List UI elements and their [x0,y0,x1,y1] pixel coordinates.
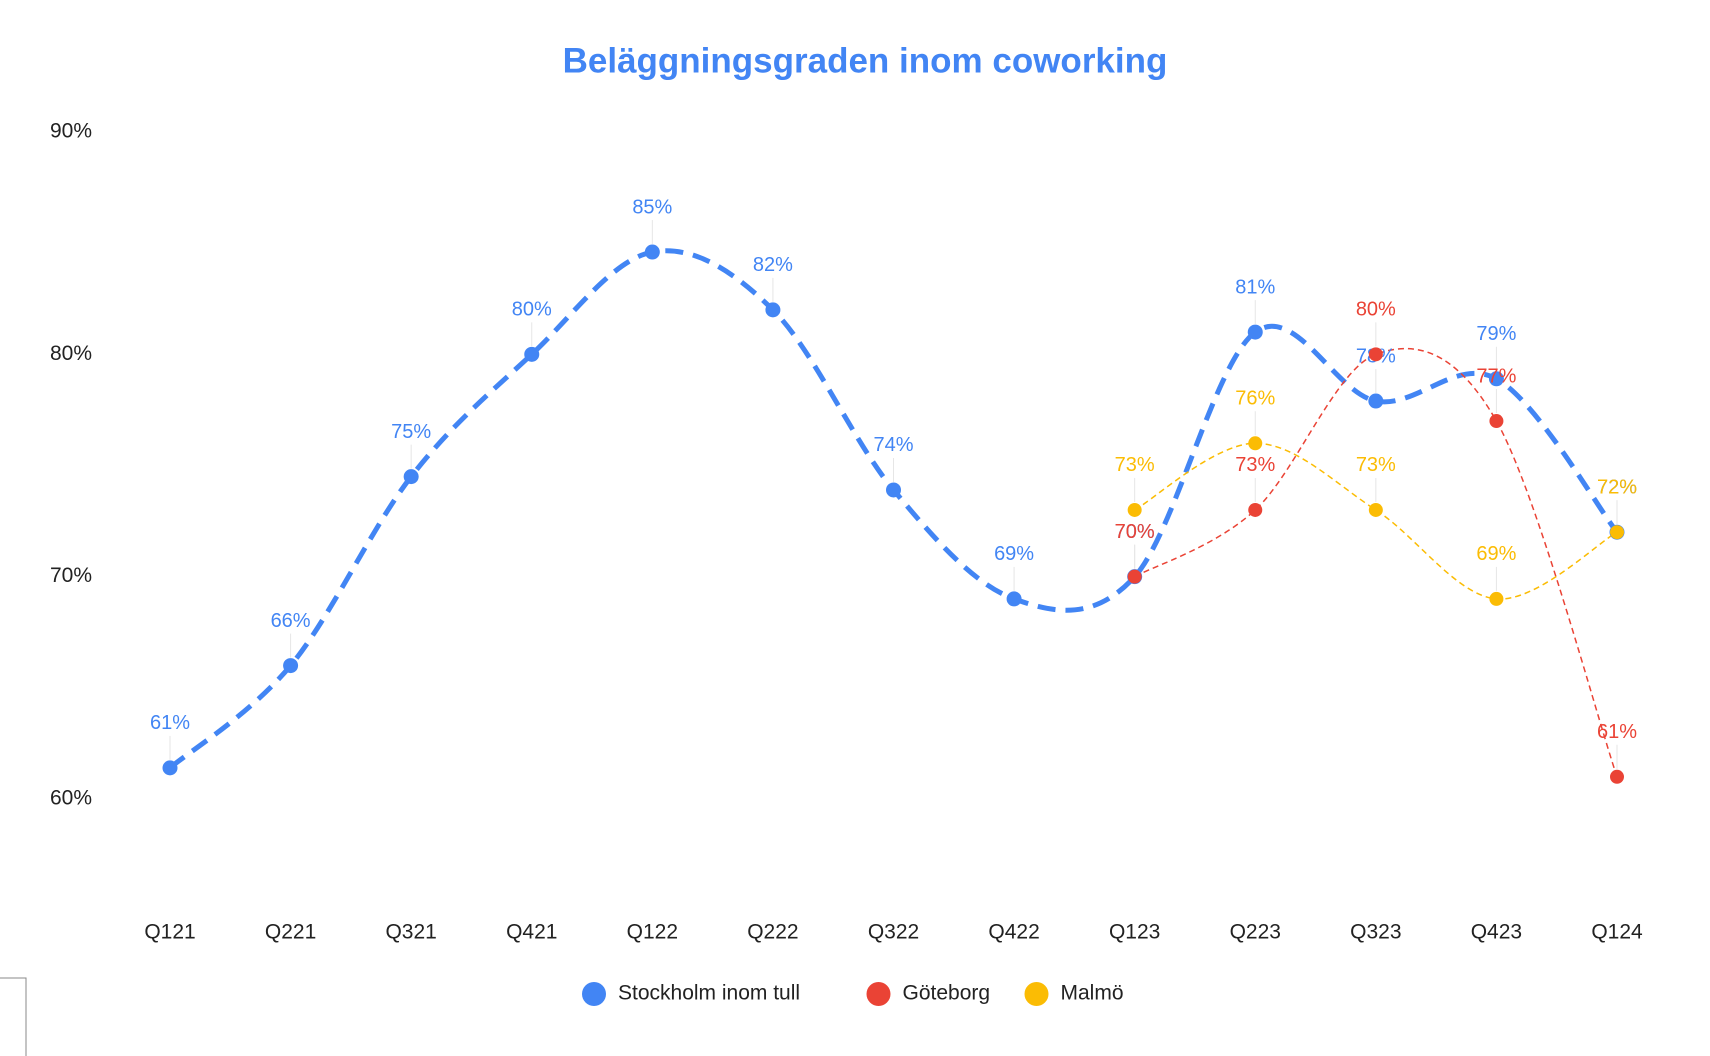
x-tick-label: Q323 [1350,921,1401,944]
y-tick-label: 70% [50,564,92,587]
x-tick-label: Q421 [506,921,557,944]
legend-marker [1024,982,1049,1006]
data-label: 82% [753,254,793,276]
point [1489,414,1504,429]
point [1488,371,1504,387]
x-tick-label: Q223 [1230,921,1281,944]
point [1489,591,1504,606]
point [1368,347,1383,362]
data-label: 80% [1356,299,1396,321]
x-tick-label: Q122 [627,921,678,944]
x-tick-label: Q322 [868,921,919,944]
y-tick-label: 90% [50,120,92,143]
point [1127,569,1142,584]
x-tick-label: Q422 [988,921,1039,944]
legend-label: Stockholm inom tull [618,982,800,1005]
point [1006,591,1022,607]
x-tick-label: Q124 [1591,921,1643,944]
point [1610,525,1624,540]
point [765,302,781,318]
data-label: 73% [1115,454,1155,476]
data-label: 61% [1597,721,1637,743]
point [1127,502,1142,517]
point [886,482,901,498]
data-label: 80% [512,299,552,321]
point [1610,769,1624,784]
point [1368,393,1384,409]
point [162,760,178,776]
series-line [1134,442,1618,600]
data-label: 74% [873,434,913,456]
series-line [1134,347,1618,778]
data-label: 79% [1476,323,1516,345]
point [283,658,299,674]
legend-label: Göteborg [903,982,991,1005]
data-label: 70% [1115,521,1155,543]
data-label: 72% [1597,476,1637,498]
y-tick-label: 80% [50,342,92,365]
point [1248,436,1263,451]
y-tick-label: 60% [50,787,92,810]
data-label: 69% [1476,543,1516,565]
data-label: 77% [1476,365,1516,387]
legend-marker [582,982,606,1006]
data-label: 85% [632,196,672,218]
data-label: 70% [1115,521,1155,543]
data-label: 73% [1356,454,1396,476]
data-label: 76% [1235,388,1275,410]
data-label: 66% [271,610,311,632]
point [1248,502,1263,517]
data-label: 81% [1235,276,1275,298]
x-tick-label: Q423 [1471,921,1522,944]
legend-label: Malmö [1061,982,1124,1005]
series-line [168,248,1619,770]
data-label: 73% [1235,454,1275,476]
x-tick-label: Q221 [265,921,316,944]
data-label: 69% [994,543,1034,565]
corner-box [0,977,27,1056]
point [524,346,540,362]
point [1247,324,1263,340]
x-tick-label: Q121 [144,921,195,944]
x-tick-label: Q222 [747,921,798,944]
data-label: 75% [391,421,431,443]
point [1368,502,1383,517]
legend-marker [866,982,891,1006]
chart-title: Beläggningsgraden inom coworking [563,41,1168,80]
point [644,244,660,260]
data-label: 72% [1597,476,1637,498]
point [403,469,419,485]
data-label: 61% [150,712,190,734]
x-tick-label: Q123 [1109,921,1160,944]
x-tick-label: Q321 [385,921,436,944]
